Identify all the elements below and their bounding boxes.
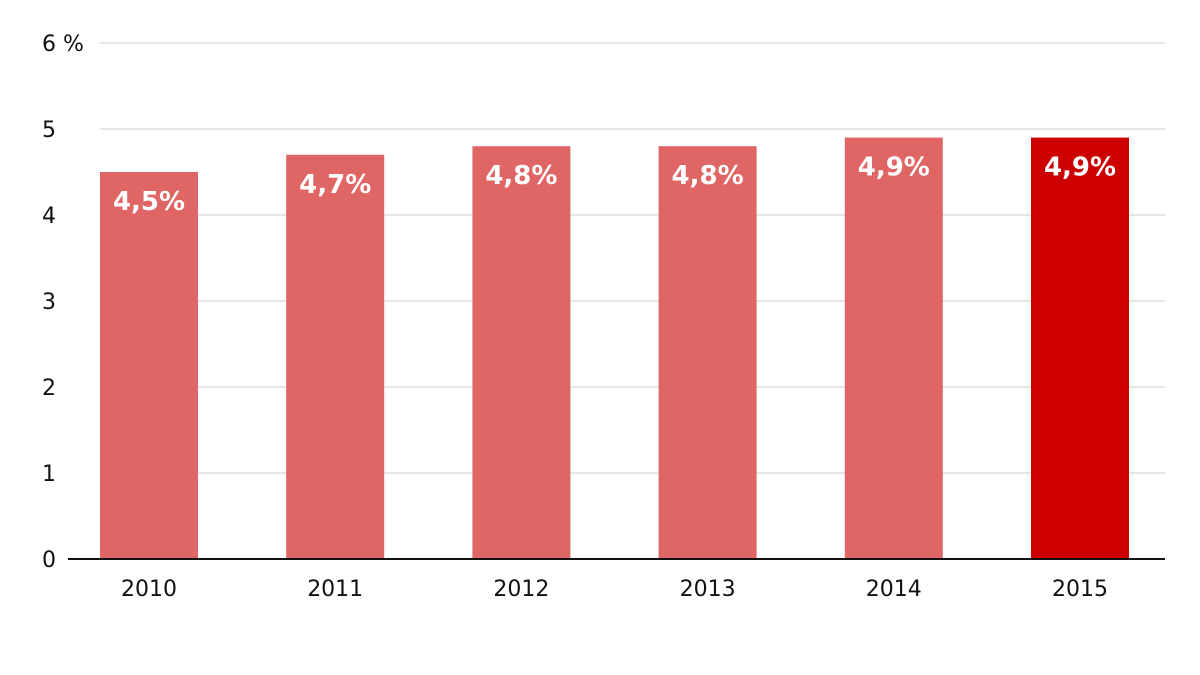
x-tick-label-2012: 2012 <box>493 577 549 602</box>
x-tick-label-2013: 2013 <box>680 577 736 602</box>
y-tick-label: 1 <box>42 462 56 487</box>
data-label-2012: 4,8% <box>485 161 557 191</box>
bars <box>100 137 1129 560</box>
gridlines <box>100 42 1165 474</box>
data-label-2014: 4,9% <box>858 153 930 183</box>
x-axis-ticks: 2010 2011 2012 2013 2014 2015 <box>121 577 1108 602</box>
data-label-2010: 4,5% <box>113 187 185 217</box>
bar-2010 <box>100 172 198 559</box>
x-tick-label-2010: 2010 <box>121 577 177 602</box>
data-label-2013: 4,8% <box>672 161 744 191</box>
bar-2011 <box>286 154 385 560</box>
y-tick-label: 5 <box>42 118 56 143</box>
y-tick-label: 6 % <box>42 32 84 57</box>
x-tick-label-2011: 2011 <box>307 577 363 602</box>
y-tick-label: 0 <box>42 548 56 573</box>
bar-2013 <box>658 146 757 559</box>
y-axis-ticks: 0 1 2 3 4 5 6 % <box>42 32 84 573</box>
bar-2015 <box>1031 137 1129 559</box>
data-label-2011: 4,7% <box>299 170 371 200</box>
data-labels: 4,5% 4,7% 4,8% 4,8% 4,9% 4,9% <box>113 153 1116 217</box>
bar-2012 <box>472 146 571 559</box>
x-tick-label-2014: 2014 <box>866 577 922 602</box>
bar-2014 <box>844 137 943 559</box>
y-tick-label: 4 <box>42 204 56 229</box>
y-tick-label: 2 <box>42 376 56 401</box>
x-tick-label-2015: 2015 <box>1052 577 1108 602</box>
y-tick-label: 3 <box>42 290 56 315</box>
data-label-2015: 4,9% <box>1044 153 1116 183</box>
